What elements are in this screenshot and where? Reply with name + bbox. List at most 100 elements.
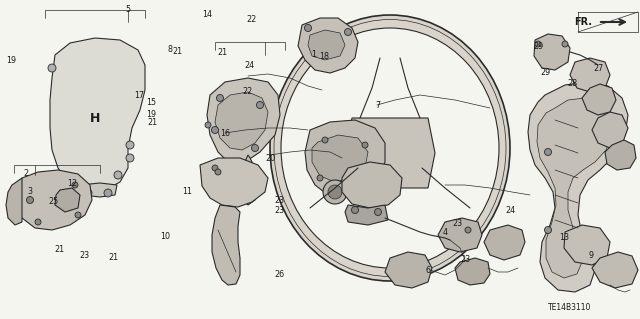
- Text: 21: 21: [218, 48, 228, 57]
- Text: 19: 19: [6, 56, 16, 65]
- Text: 4: 4: [442, 228, 447, 237]
- Text: H: H: [90, 112, 100, 124]
- Text: 14: 14: [202, 10, 212, 19]
- Polygon shape: [537, 98, 612, 278]
- Text: 29: 29: [533, 42, 543, 51]
- Text: 23: 23: [274, 197, 284, 205]
- Circle shape: [35, 219, 41, 225]
- Circle shape: [545, 226, 552, 234]
- Circle shape: [72, 182, 78, 188]
- Text: 3: 3: [28, 187, 33, 196]
- Polygon shape: [438, 218, 482, 252]
- Circle shape: [205, 122, 211, 128]
- Polygon shape: [484, 225, 525, 260]
- Circle shape: [252, 145, 259, 152]
- Polygon shape: [342, 162, 402, 208]
- Text: 22: 22: [246, 15, 257, 24]
- Circle shape: [342, 182, 349, 189]
- Polygon shape: [15, 170, 92, 230]
- Polygon shape: [80, 183, 117, 197]
- Text: 7: 7: [375, 101, 380, 110]
- Text: 17: 17: [134, 91, 145, 100]
- Circle shape: [84, 189, 92, 197]
- Circle shape: [257, 101, 264, 108]
- Circle shape: [75, 212, 81, 218]
- Text: 1: 1: [311, 50, 316, 59]
- Text: 25: 25: [48, 197, 58, 206]
- Polygon shape: [6, 178, 22, 225]
- Text: 22: 22: [242, 87, 252, 96]
- Circle shape: [216, 94, 223, 101]
- Text: 15: 15: [147, 98, 157, 107]
- Polygon shape: [312, 135, 368, 182]
- Polygon shape: [308, 30, 345, 60]
- Circle shape: [126, 154, 134, 162]
- Text: 27: 27: [593, 64, 604, 73]
- Polygon shape: [55, 188, 80, 212]
- Polygon shape: [582, 84, 616, 115]
- Polygon shape: [528, 82, 628, 292]
- Circle shape: [317, 175, 323, 181]
- Text: 24: 24: [506, 206, 516, 215]
- Polygon shape: [238, 155, 258, 205]
- Polygon shape: [592, 252, 638, 288]
- Circle shape: [215, 169, 221, 175]
- Polygon shape: [215, 92, 268, 150]
- Circle shape: [126, 141, 134, 149]
- Text: 11: 11: [182, 187, 192, 196]
- Text: 28: 28: [568, 79, 578, 88]
- Circle shape: [104, 189, 112, 197]
- Circle shape: [344, 28, 351, 35]
- Polygon shape: [207, 78, 280, 165]
- Text: 23: 23: [79, 251, 90, 260]
- Text: 23: 23: [452, 219, 462, 228]
- Ellipse shape: [281, 28, 499, 268]
- Circle shape: [359, 172, 365, 178]
- Text: 21: 21: [108, 253, 118, 262]
- Circle shape: [48, 64, 56, 72]
- Circle shape: [114, 171, 122, 179]
- Polygon shape: [570, 58, 610, 92]
- Circle shape: [374, 209, 381, 216]
- Polygon shape: [605, 140, 636, 170]
- Polygon shape: [455, 258, 490, 285]
- Text: 29: 29: [541, 68, 551, 77]
- Text: 12: 12: [67, 179, 77, 188]
- Circle shape: [465, 227, 471, 233]
- Text: 16: 16: [220, 129, 230, 138]
- Text: 18: 18: [319, 52, 330, 61]
- Text: 23: 23: [461, 255, 471, 264]
- Text: 26: 26: [275, 270, 285, 279]
- Text: 10: 10: [160, 232, 170, 241]
- Polygon shape: [592, 112, 628, 148]
- Circle shape: [322, 137, 328, 143]
- Circle shape: [351, 206, 358, 213]
- Text: 20: 20: [266, 154, 276, 163]
- Text: 5: 5: [125, 5, 131, 14]
- Circle shape: [323, 180, 347, 204]
- Text: 21: 21: [54, 245, 65, 254]
- Circle shape: [305, 25, 312, 32]
- Circle shape: [362, 142, 368, 148]
- Text: 9: 9: [589, 251, 594, 260]
- Text: FR.: FR.: [574, 17, 592, 27]
- Circle shape: [535, 41, 541, 47]
- Text: 21: 21: [173, 47, 183, 56]
- Text: 21: 21: [147, 118, 157, 127]
- Polygon shape: [345, 118, 435, 188]
- Text: 2: 2: [23, 169, 28, 178]
- Text: 8: 8: [167, 45, 172, 54]
- Text: 13: 13: [559, 233, 570, 242]
- Polygon shape: [385, 252, 432, 288]
- Polygon shape: [200, 158, 268, 207]
- Circle shape: [211, 127, 218, 133]
- Polygon shape: [212, 205, 240, 285]
- Circle shape: [328, 185, 342, 199]
- Polygon shape: [50, 38, 145, 190]
- Polygon shape: [305, 120, 385, 197]
- Polygon shape: [534, 34, 570, 70]
- Text: 19: 19: [146, 110, 156, 119]
- Circle shape: [212, 165, 218, 171]
- Text: 6: 6: [425, 266, 430, 275]
- Polygon shape: [564, 225, 610, 265]
